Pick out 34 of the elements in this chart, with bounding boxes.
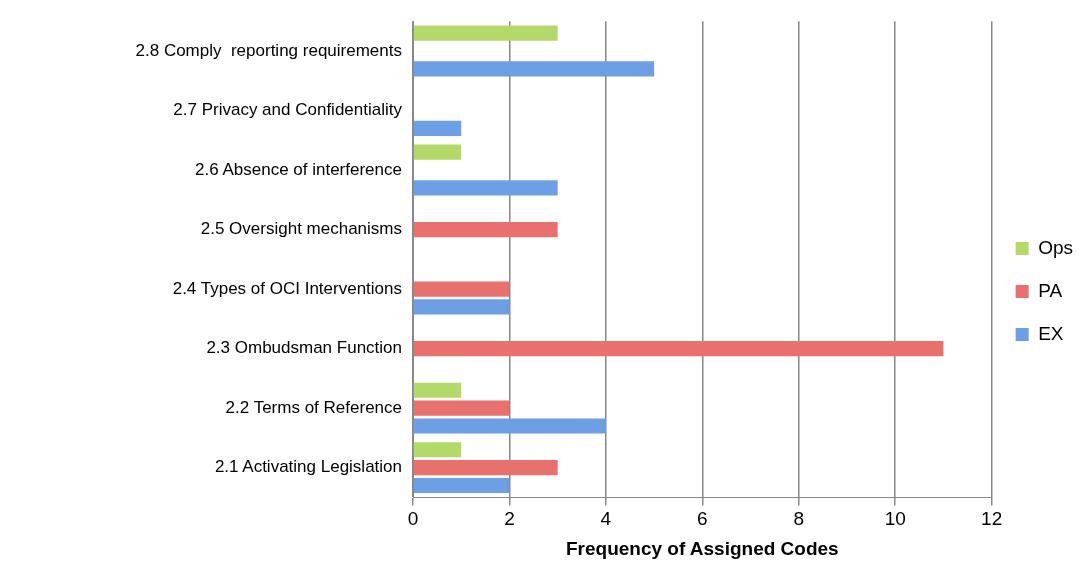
legend-label: Ops <box>1038 236 1074 258</box>
bar <box>413 120 462 136</box>
y-tick-label: 2.6 Absence of interference <box>195 159 402 179</box>
bar <box>413 299 510 315</box>
bar <box>413 61 655 77</box>
x-tick-label: 4 <box>600 508 612 530</box>
x-tick-label: 2 <box>504 508 515 530</box>
y-tick-label: 2.2 Terms of Reference <box>225 397 402 417</box>
x-tick-label: 0 <box>407 508 419 530</box>
x-tick-label: 8 <box>793 508 805 530</box>
y-tick-label: 2.3 Ombudsman Function <box>206 338 402 358</box>
legend-label: PA <box>1038 279 1063 301</box>
x-tick-label: 12 <box>981 508 1003 530</box>
bar <box>413 221 558 238</box>
bar <box>413 281 510 297</box>
y-tick-label: 2.8 Comply reporting requirements <box>135 40 402 60</box>
y-tick-label: 2.1 Activating Legislation <box>214 457 402 477</box>
y-tick-label: 2.4 Types of OCI Interventions <box>172 278 402 298</box>
bar <box>413 144 462 160</box>
y-tick-label: 2.5 Oversight mechanisms <box>200 219 402 239</box>
bar <box>413 418 606 434</box>
x-tick-label: 6 <box>697 508 708 530</box>
bar <box>413 477 510 494</box>
bar <box>413 25 558 41</box>
legend-label: EX <box>1038 322 1064 344</box>
bar <box>413 442 462 458</box>
y-tick-label: 2.7 Privacy and Confidentiality <box>173 100 403 120</box>
bar <box>413 460 558 476</box>
bar <box>413 382 462 398</box>
x-tick-label: 10 <box>884 508 906 530</box>
x-axis-title: Frequency of Assigned Codes <box>565 537 839 559</box>
bar <box>413 180 558 196</box>
bar <box>413 400 510 416</box>
bar <box>413 341 944 357</box>
